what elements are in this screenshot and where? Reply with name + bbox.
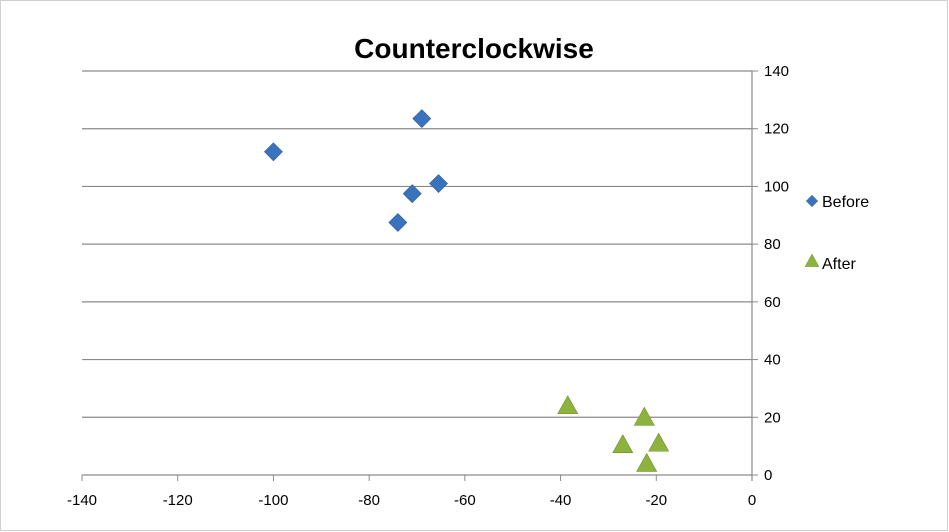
x-tick-label: -20 [645,492,667,509]
y-tick-label: 60 [764,294,781,311]
x-tick-label: -100 [258,492,288,509]
y-tick-label: 80 [764,236,781,253]
before-point [264,142,283,162]
y-tick-label: 120 [764,121,789,138]
x-tick-label: -40 [550,492,572,509]
y-tick-label: 0 [764,467,772,484]
before-point [412,109,432,129]
legend-before-label: Before [822,194,869,211]
before-point [429,174,448,193]
y-tick-label: 40 [764,352,781,369]
after-point [557,395,579,415]
chart-title: Counterclockwise [354,33,594,64]
y-tick-label: 140 [764,63,789,80]
after-point [648,432,670,452]
legend-after-marker [804,253,820,267]
before-point [402,184,422,204]
after-point [636,452,658,472]
legend-after-label: After [822,256,856,273]
x-tick-label: 0 [748,492,756,509]
x-tick-label: -120 [163,492,193,509]
legend-before-marker [805,194,819,208]
y-tick-label: 20 [764,409,781,426]
y-tick-label: 100 [764,178,789,195]
x-tick-label: -140 [67,492,97,509]
before-point [388,213,408,232]
after-point [633,406,655,426]
x-tick-label: -80 [358,492,380,509]
x-tick-label: -60 [454,492,476,509]
after-point [612,434,634,454]
